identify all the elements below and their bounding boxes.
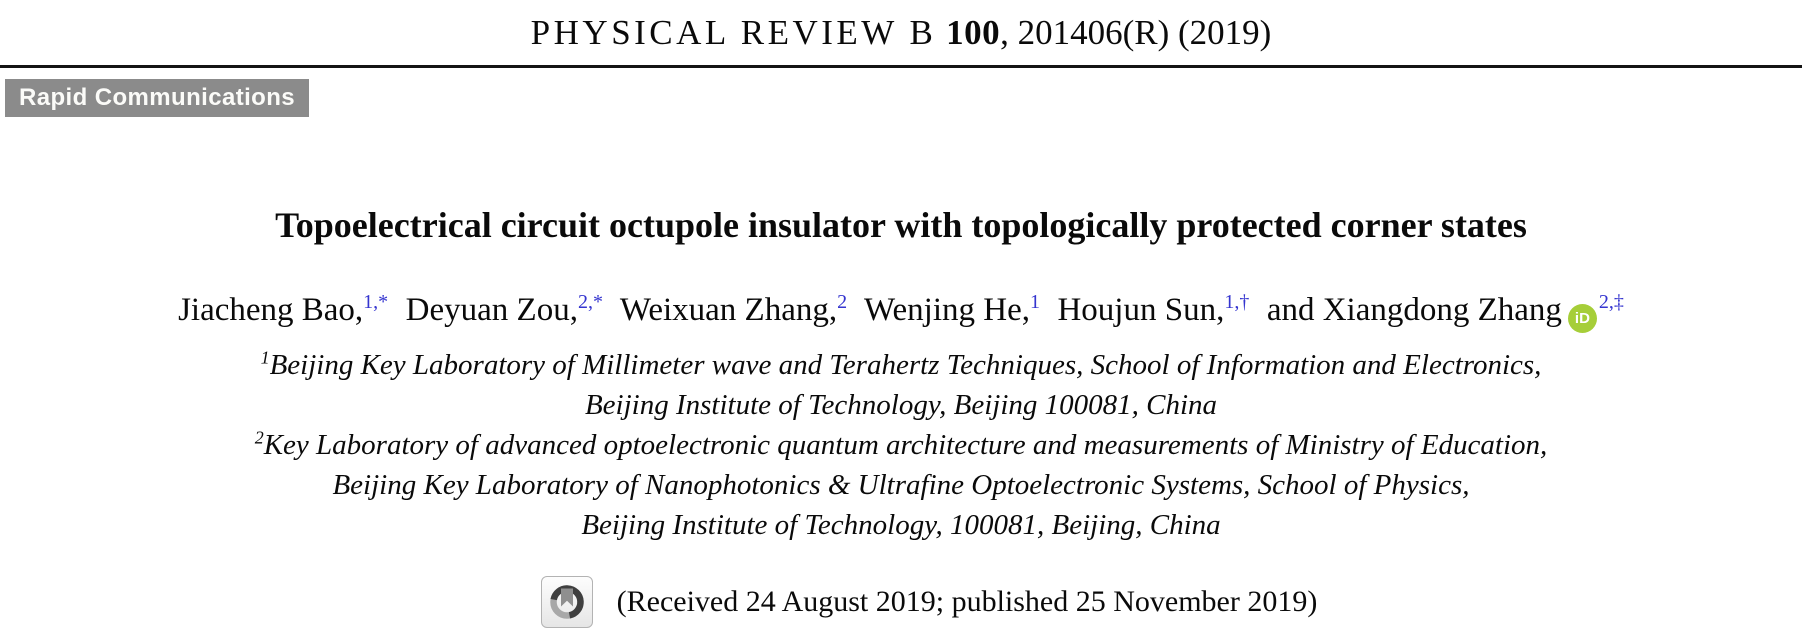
journal-name: PHYSICAL REVIEW B (530, 13, 937, 52)
received-published-text: (Received 24 August 2019; published 25 N… (616, 585, 1318, 618)
rapid-communications-badge: Rapid Communications (5, 79, 310, 117)
author-footnote-link[interactable]: 2 (837, 291, 848, 313)
affiliation-marker: 2 (254, 427, 264, 448)
author-name: Deyuan Zou, (405, 292, 578, 328)
journal-volume: 100 (946, 13, 1001, 52)
authors-line: Jiacheng Bao,1,* Deyuan Zou,2,* Weixuan … (0, 292, 1802, 333)
affiliation-line: Beijing Key Laboratory of Nanophotonics … (0, 465, 1802, 505)
affiliation-text: Beijing Institute of Technology, Beijing… (584, 389, 1218, 421)
crossmark-icon (549, 585, 584, 619)
journal-masthead: PHYSICAL REVIEW B 100, 201406(R) (2019) (0, 13, 1802, 53)
crossmark-button[interactable] (540, 576, 593, 628)
author-name: Houjun Sun, (1057, 292, 1225, 328)
affiliation-marker: 1 (260, 347, 270, 368)
author-footnote-link[interactable]: 1,† (1224, 291, 1250, 313)
author: Weixuan Zhang,2 (620, 292, 847, 328)
author-name: Jiacheng Bao, (178, 292, 364, 328)
author-footnote-link[interactable]: 1 (1029, 291, 1040, 313)
author-name: Weixuan Zhang, (619, 292, 838, 328)
affiliation-text: Beijing Key Laboratory of Nanophotonics … (332, 469, 1470, 501)
author-footnote-link[interactable]: 1,* (363, 291, 389, 313)
affiliation-text: Key Laboratory of advanced optoelectroni… (263, 429, 1548, 461)
author-footnote-link[interactable]: 2,‡ (1598, 291, 1624, 313)
affiliation-line: Beijing Institute of Technology, 100081,… (0, 505, 1802, 545)
journal-citation: , 201406(R) (2019) (1000, 13, 1272, 52)
orcid-icon[interactable]: iD (1567, 304, 1597, 333)
author-footnote-link[interactable]: 2,* (577, 291, 603, 313)
author: Houjun Sun,1,† (1057, 292, 1249, 328)
affiliation-text: Beijing Institute of Technology, 100081,… (581, 509, 1221, 541)
affiliations-block: 1Beijing Key Laboratory of Millimeter wa… (0, 345, 1802, 545)
author: Deyuan Zou,2,* (406, 292, 603, 328)
affiliation-line: 2Key Laboratory of advanced optoelectron… (0, 425, 1802, 465)
affiliation-line: 1Beijing Key Laboratory of Millimeter wa… (0, 345, 1802, 385)
header-divider-rule (0, 65, 1802, 68)
affiliation-text: Beijing Key Laboratory of Millimeter wav… (269, 349, 1542, 381)
article-title: Topoelectrical circuit octupole insulato… (275, 205, 1527, 245)
author: Jiacheng Bao,1,* (178, 292, 388, 328)
author: and Xiangdong Zhang iD2,‡ (1266, 291, 1624, 333)
affiliation-line: Beijing Institute of Technology, Beijing… (0, 385, 1802, 425)
author: Wenjing He,1 (864, 292, 1040, 328)
author-name: and Xiangdong Zhang (1266, 292, 1562, 328)
author-name: Wenjing He, (864, 292, 1030, 328)
received-published-row: (Received 24 August 2019; published 25 N… (28, 576, 1802, 628)
